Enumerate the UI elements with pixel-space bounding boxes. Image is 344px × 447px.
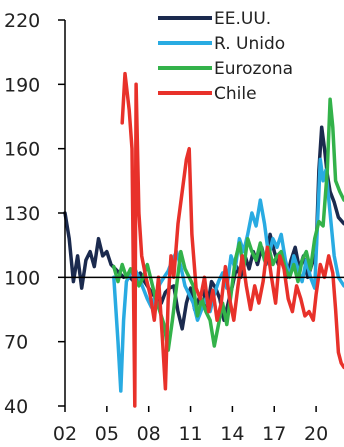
- y-tick-label: 130: [4, 203, 40, 225]
- legend-label: Chile: [214, 84, 257, 104]
- x-tick-label: 17: [262, 423, 286, 445]
- y-tick-label: 190: [4, 74, 40, 96]
- x-axis-ticks: 02 05 08 11 14 17 20: [53, 406, 328, 445]
- x-tick-label: 08: [137, 423, 161, 445]
- y-tick-label: 40: [4, 396, 28, 418]
- y-axis-ticks: 40 70 100 130 160 190 220: [4, 10, 65, 418]
- x-tick-label: 20: [304, 423, 328, 445]
- x-tick-label: 02: [53, 423, 77, 445]
- legend-label: R. Unido: [214, 34, 285, 54]
- x-tick-label: 11: [178, 423, 202, 445]
- x-tick-label: 05: [95, 423, 119, 445]
- legend-label: EE.UU.: [214, 9, 271, 29]
- legend: EE.UU. R. Unido Eurozona Chile: [158, 9, 293, 104]
- series-line-1: [112, 157, 344, 393]
- series-line-3: [120, 71, 344, 408]
- y-tick-label: 160: [4, 139, 40, 161]
- series-lines: [63, 71, 344, 408]
- y-tick-label: 70: [4, 332, 28, 354]
- y-tick-label: 100: [4, 267, 40, 289]
- legend-label: Eurozona: [214, 59, 293, 79]
- y-tick-label: 220: [4, 10, 40, 32]
- series-line-2: [112, 97, 344, 352]
- x-tick-label: 14: [220, 423, 244, 445]
